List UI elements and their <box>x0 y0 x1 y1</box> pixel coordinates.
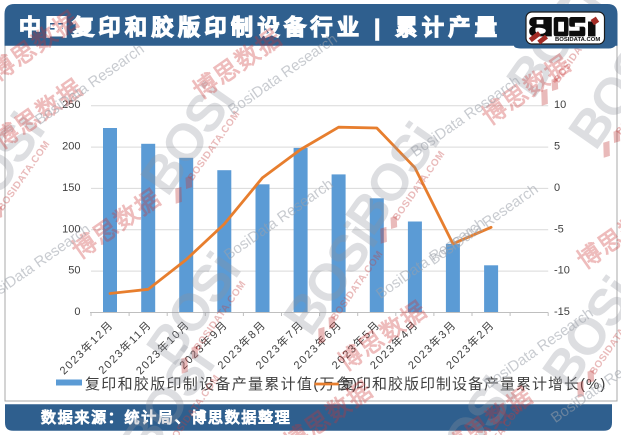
svg-text:-10: -10 <box>554 265 570 277</box>
svg-text:10: 10 <box>554 99 566 111</box>
svg-text:250: 250 <box>62 99 80 111</box>
svg-text:50: 50 <box>68 265 80 277</box>
svg-text:-15: -15 <box>554 306 570 318</box>
svg-text:0: 0 <box>554 182 560 194</box>
svg-text:复印和胶版印制设备产量累计值(万台): 复印和胶版印制设备产量累计值(万台) <box>85 375 358 393</box>
svg-text:5: 5 <box>554 141 560 153</box>
svg-text:中国复印和胶版印制设备行业 | 累计产量: 中国复印和胶版印制设备行业 | 累计产量 <box>19 15 501 40</box>
svg-text:-5: -5 <box>554 223 564 235</box>
svg-text:BOSIDATA.COM: BOSIDATA.COM <box>555 37 600 43</box>
svg-text:100: 100 <box>62 223 80 235</box>
svg-text:200: 200 <box>62 141 80 153</box>
svg-text:数据来源：统计局、博思数据整理: 数据来源：统计局、博思数据整理 <box>41 409 292 427</box>
svg-text:0: 0 <box>74 306 80 318</box>
svg-text:复印和胶版印制设备产量累计增长(%): 复印和胶版印制设备产量累计增长(%) <box>340 375 606 393</box>
svg-text:150: 150 <box>62 182 80 194</box>
